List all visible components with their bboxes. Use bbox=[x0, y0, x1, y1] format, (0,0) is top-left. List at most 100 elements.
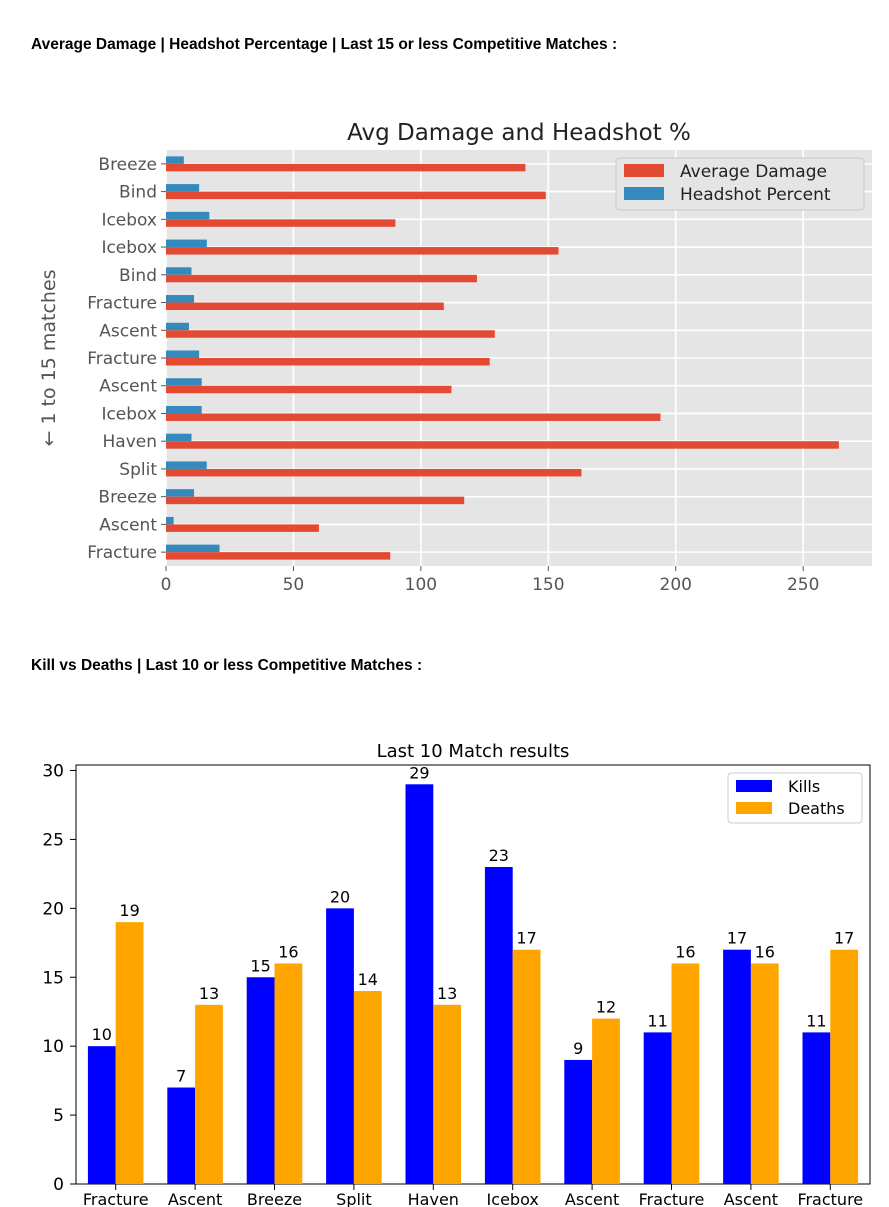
deaths-bar bbox=[433, 1004, 462, 1184]
headshot-bar bbox=[166, 184, 200, 192]
legend-label-headshot: Headshot Percent bbox=[680, 185, 831, 205]
headshot-bar bbox=[166, 489, 195, 497]
y-tick-label: 15 bbox=[42, 968, 64, 988]
kills-data-label: 23 bbox=[489, 846, 509, 865]
damage-bar bbox=[166, 358, 490, 366]
deaths-data-label: 19 bbox=[119, 901, 139, 920]
damage-bar bbox=[166, 191, 546, 200]
damage-headshot-chart: 0 50 100 150 200 250 Breeze Bind Icebox Icebox Bin… bbox=[38, 120, 872, 595]
deaths-bar bbox=[115, 922, 144, 1184]
y-tick-label: Bind bbox=[119, 266, 157, 286]
x-tick-label: Ascent bbox=[168, 1190, 222, 1207]
kills-bar bbox=[484, 866, 513, 1184]
y-tick-label: Breeze bbox=[98, 488, 157, 508]
damage-bar bbox=[166, 413, 661, 421]
headshot-bar bbox=[166, 378, 202, 386]
x-tick-label: 100 bbox=[405, 575, 437, 595]
deaths-data-label: 16 bbox=[755, 942, 775, 961]
deaths-bar bbox=[592, 1018, 620, 1184]
kills-data-label: 29 bbox=[409, 763, 429, 782]
y-tick-label: Fracture bbox=[87, 294, 157, 314]
chart-title: Avg Damage and Headshot % bbox=[347, 120, 691, 146]
deaths-bar bbox=[750, 963, 779, 1184]
x-tick-label: Fracture bbox=[639, 1190, 705, 1207]
x-tick-label: Breeze bbox=[247, 1190, 302, 1207]
kills-bar bbox=[564, 1059, 593, 1184]
chart-title: Last 10 Match results bbox=[377, 741, 570, 762]
kills-data-label: 10 bbox=[92, 1025, 112, 1044]
legend-swatch-kills bbox=[736, 780, 772, 792]
kills-bar bbox=[802, 1032, 831, 1184]
y-tick-label: Fracture bbox=[87, 543, 157, 563]
x-tick-label: 0 bbox=[161, 575, 172, 595]
kills-bar bbox=[326, 908, 354, 1184]
headshot-bar bbox=[166, 516, 174, 525]
x-tick-label: 200 bbox=[660, 575, 692, 595]
kills-bar bbox=[723, 949, 751, 1184]
kills-data-label: 17 bbox=[727, 929, 747, 948]
kills-deaths-chart: 0 5 10 15 20 25 30 10 19 Fracture 7 13 Ascent 15 16 Bre… bbox=[42, 741, 871, 1207]
kills-data-label: 7 bbox=[176, 1067, 186, 1086]
x-tick-label: Fracture bbox=[83, 1190, 149, 1207]
legend-label-kills: Kills bbox=[788, 777, 820, 796]
damage-bar bbox=[166, 441, 839, 449]
deaths-data-label: 14 bbox=[358, 970, 378, 989]
deaths-data-label: 17 bbox=[834, 929, 854, 948]
headshot-bar bbox=[166, 461, 207, 469]
legend-box bbox=[615, 157, 865, 211]
headshot-bar bbox=[166, 211, 210, 220]
y-tick-label: Icebox bbox=[101, 404, 157, 424]
headshot-bar bbox=[166, 350, 200, 358]
y-tick-label: 5 bbox=[53, 1106, 64, 1126]
legend-swatch-damage bbox=[624, 164, 664, 177]
kills-bar bbox=[246, 977, 275, 1184]
deaths-data-label: 12 bbox=[596, 998, 616, 1017]
damage-bar bbox=[166, 274, 477, 283]
deaths-data-label: 13 bbox=[437, 984, 457, 1003]
headshot-bar bbox=[166, 267, 192, 275]
deaths-bar bbox=[195, 1004, 223, 1184]
legend-label-damage: Average Damage bbox=[680, 162, 827, 182]
y-tick-label: Haven bbox=[103, 432, 158, 452]
kills-bar bbox=[87, 1046, 116, 1184]
deaths-data-label: 16 bbox=[675, 942, 695, 961]
x-tick-label: 50 bbox=[283, 575, 305, 595]
y-tick-label: Ascent bbox=[99, 321, 157, 341]
x-tick-label: 250 bbox=[787, 575, 819, 595]
kills-data-label: 9 bbox=[573, 1039, 583, 1058]
kills-data-label: 20 bbox=[330, 887, 350, 906]
deaths-bar bbox=[274, 963, 303, 1184]
legend-swatch-deaths bbox=[736, 802, 772, 814]
y-tick-label: Split bbox=[119, 460, 157, 480]
headshot-bar bbox=[166, 295, 195, 303]
y-tick-label: Ascent bbox=[99, 515, 157, 535]
legend-label-deaths: Deaths bbox=[788, 799, 845, 818]
headshot-bar bbox=[166, 433, 192, 442]
x-tick-label: Haven bbox=[408, 1190, 459, 1207]
damage-bar bbox=[166, 219, 396, 227]
y-tick-label: Icebox bbox=[101, 238, 157, 258]
headshot-bar bbox=[166, 156, 184, 164]
y-tick-label: Bind bbox=[119, 183, 157, 203]
y-tick-label: Icebox bbox=[101, 210, 157, 230]
y-tick-label: 0 bbox=[53, 1175, 64, 1195]
y-tick-label: Breeze bbox=[98, 155, 157, 175]
y-tick-label: 10 bbox=[42, 1037, 64, 1057]
y-tick-label: Fracture bbox=[87, 349, 157, 369]
x-tick-label: Fracture bbox=[797, 1190, 863, 1207]
headshot-bar bbox=[166, 239, 207, 248]
kills-bar bbox=[167, 1087, 196, 1184]
damage-bar bbox=[166, 552, 391, 560]
damage-bar bbox=[166, 302, 444, 311]
kills-data-label: 15 bbox=[250, 956, 270, 975]
damage-bar bbox=[166, 330, 495, 338]
deaths-data-label: 17 bbox=[516, 929, 536, 948]
y-tick-label: 20 bbox=[42, 899, 64, 919]
headshot-bar bbox=[166, 322, 189, 331]
damage-bar bbox=[166, 496, 465, 505]
y-tick-label: Ascent bbox=[99, 377, 157, 397]
deaths-data-label: 16 bbox=[278, 942, 298, 961]
deaths-data-label: 13 bbox=[199, 984, 219, 1003]
kills-bar bbox=[643, 1032, 672, 1184]
legend-swatch-headshot bbox=[624, 187, 664, 200]
